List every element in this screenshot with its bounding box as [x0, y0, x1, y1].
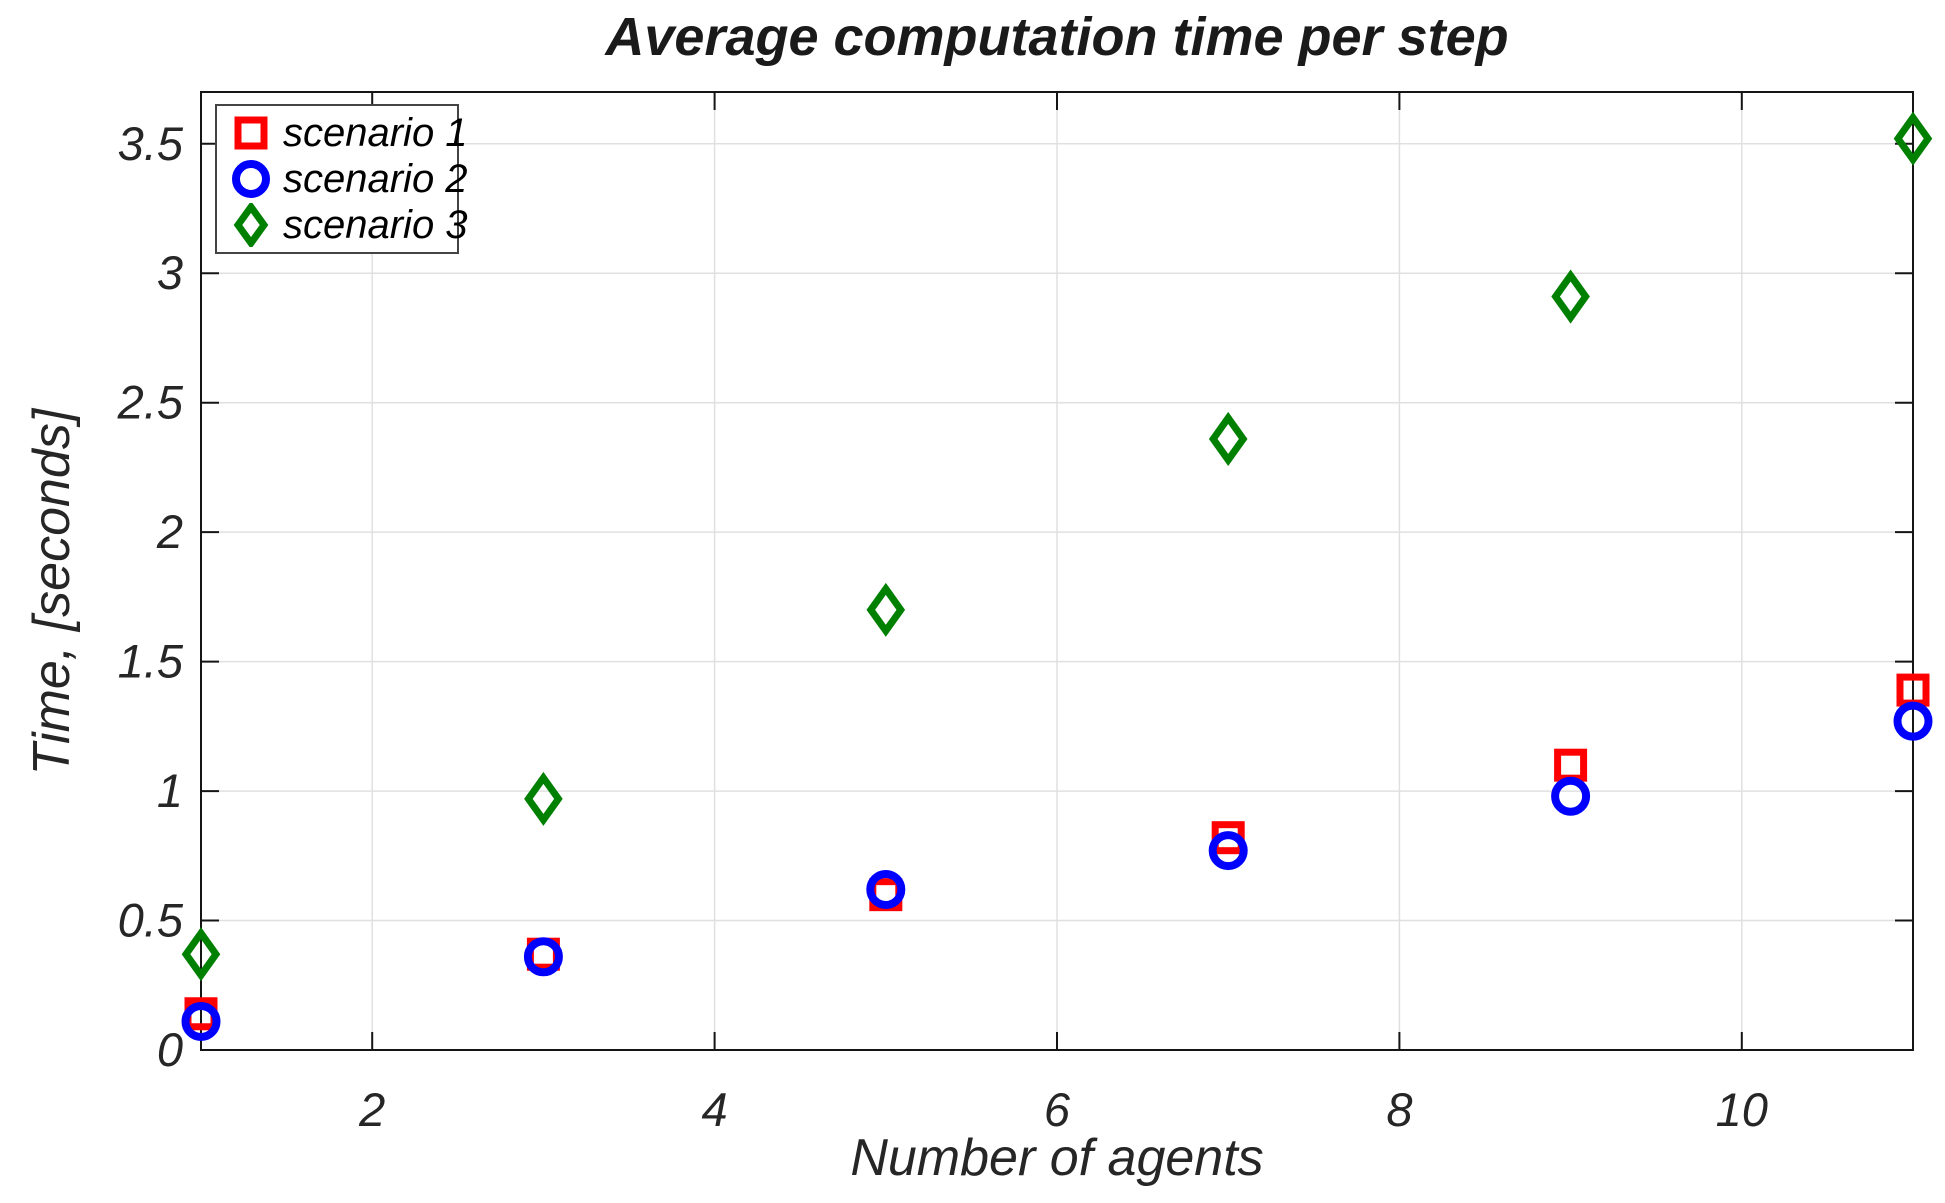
data-point-scenario-2-x5: [866, 869, 906, 909]
x-tick-label: 10: [1716, 1083, 1768, 1136]
data-point-scenario-3-x3: [524, 771, 563, 826]
x-tick-label: 6: [1044, 1083, 1071, 1136]
legend-diamond-marker-icon: [233, 203, 269, 247]
legend-entry-scenario-3: scenario 3: [229, 203, 468, 247]
legend-label: scenario 1: [283, 111, 468, 155]
legend-entry-scenario-2: scenario 2: [229, 157, 468, 201]
x-tick-label: 2: [358, 1083, 385, 1136]
y-tick-label: 2: [156, 505, 183, 558]
legend-label: scenario 2: [283, 157, 468, 201]
legend-circle-marker-icon: [232, 160, 270, 198]
y-tick-label: 2.5: [117, 376, 184, 429]
data-point-scenario-3-x7: [1208, 411, 1248, 466]
y-tick-label: 1.5: [118, 635, 184, 688]
data-point-scenario-2-x1: [181, 1002, 221, 1042]
data-point-scenario-3-x1: [181, 927, 221, 982]
legend-entry-scenario-1: scenario 1: [229, 111, 468, 155]
data-point-scenario-3-x5: [866, 582, 906, 637]
legend-square-marker-icon: [234, 116, 268, 150]
legend: scenario 1 scenario 2 scenario 3: [215, 104, 468, 254]
legend-label: scenario 3: [283, 203, 468, 247]
data-point-scenario-3-x11: [1893, 111, 1933, 166]
data-point-scenario-2-x11: [1893, 701, 1933, 741]
x-tick-label: 4: [702, 1083, 728, 1136]
x-axis-label: Number of agents: [850, 1129, 1264, 1187]
data-point-scenario-1-x9: [1554, 748, 1588, 782]
y-tick-label: 1: [157, 764, 183, 817]
data-point-scenario-2-x7: [1208, 831, 1248, 871]
y-tick-label: 3: [157, 246, 183, 299]
data-point-scenario-2-x9: [1551, 776, 1591, 816]
y-tick-label: 0.5: [118, 894, 184, 947]
y-tick-label: 3.5: [118, 117, 184, 170]
data-point-scenario-2-x3: [523, 937, 563, 977]
chart-title: Average computation time per step: [605, 7, 1509, 67]
data-point-scenario-3-x9: [1551, 269, 1590, 324]
x-tick-label: 8: [1386, 1083, 1412, 1136]
y-tick-label: 0: [157, 1023, 183, 1076]
